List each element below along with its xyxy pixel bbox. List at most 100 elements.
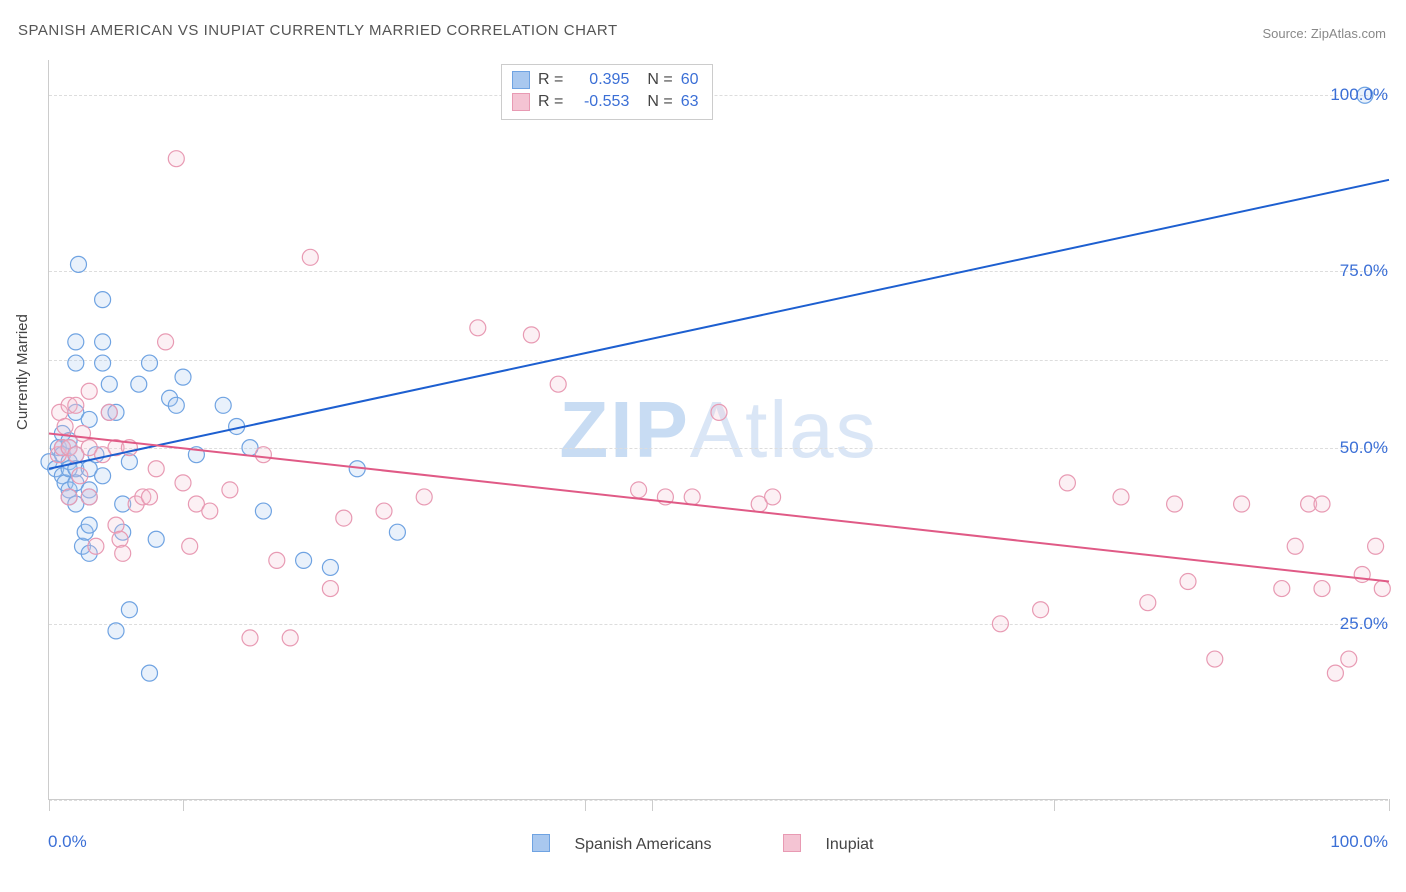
data-point [68,334,84,350]
data-point [148,531,164,547]
data-point [101,376,117,392]
data-point [70,256,86,272]
legend-row: R =-0.553N =63 [512,91,698,113]
data-point [57,418,73,434]
data-point [765,489,781,505]
data-point [1274,581,1290,597]
data-point [992,616,1008,632]
data-point [1374,581,1390,597]
x-tick [49,799,50,811]
data-point [131,376,147,392]
data-point [1180,574,1196,590]
data-point [1368,538,1384,554]
regression-line [49,434,1389,582]
data-point [255,447,271,463]
correlation-legend: R =0.395N =60R =-0.553N =63 [501,64,713,120]
x-tick [652,799,653,811]
data-point [1059,475,1075,491]
legend-R-value: -0.553 [571,91,629,113]
legend-R-label: R = [538,91,563,113]
plot-svg [49,60,1388,799]
data-point [255,503,271,519]
data-point [175,369,191,385]
x-tick [585,799,586,811]
data-point [88,538,104,554]
data-point [1113,489,1129,505]
data-point [95,468,111,484]
y-tick-label: 25.0% [1340,614,1388,634]
y-tick-label: 75.0% [1340,261,1388,281]
chart-title: SPANISH AMERICAN VS INUPIAT CURRENTLY MA… [18,22,618,39]
x-tick [183,799,184,811]
legend-item: Inupiat [765,836,891,853]
y-tick-label: 100.0% [1330,85,1388,105]
data-point [1327,665,1343,681]
data-point [242,630,258,646]
data-point [322,559,338,575]
gridline [49,800,1388,801]
legend-swatch-icon [512,71,530,89]
data-point [523,327,539,343]
data-point [711,404,727,420]
data-point [416,489,432,505]
data-point [81,383,97,399]
source-attribution: Source: ZipAtlas.com [1262,26,1386,41]
data-point [1287,538,1303,554]
legend-swatch-icon [532,834,550,852]
legend-item-label: Inupiat [825,836,873,853]
data-point [68,397,84,413]
data-point [550,376,566,392]
data-point [470,320,486,336]
data-point [101,404,117,420]
data-point [112,531,128,547]
legend-R-label: R = [538,69,563,91]
data-point [215,397,231,413]
data-point [108,623,124,639]
data-point [282,630,298,646]
data-point [1341,651,1357,667]
data-point [631,482,647,498]
regression-line [49,180,1389,469]
data-point [1140,595,1156,611]
data-point [108,517,124,533]
legend-N-value: 63 [681,91,699,113]
data-point [222,482,238,498]
data-point [115,545,131,561]
data-point [142,665,158,681]
data-point [376,503,392,519]
data-point [182,538,198,554]
data-point [1167,496,1183,512]
data-point [322,581,338,597]
series-legend: Spanish Americans Inupiat [0,834,1406,854]
data-point [72,468,88,484]
legend-item: Spanish Americans [514,836,729,853]
data-point [142,355,158,371]
data-point [81,489,97,505]
legend-item-label: Spanish Americans [574,836,711,853]
legend-swatch-icon [512,93,530,111]
data-point [95,355,111,371]
data-point [121,602,137,618]
data-point [1314,496,1330,512]
data-point [81,517,97,533]
data-point [95,292,111,308]
data-point [175,475,191,491]
data-point [61,489,77,505]
x-tick [1054,799,1055,811]
data-point [269,552,285,568]
legend-R-value: 0.395 [571,69,629,91]
data-point [68,355,84,371]
data-point [336,510,352,526]
data-point [1234,496,1250,512]
data-point [1207,651,1223,667]
legend-N-label: N = [647,69,672,91]
data-point [95,334,111,350]
data-point [296,552,312,568]
data-point [142,489,158,505]
data-point [302,249,318,265]
plot-area: ZIPAtlas R =0.395N =60R =-0.553N =63 [48,60,1388,800]
data-point [684,489,700,505]
legend-row: R =0.395N =60 [512,69,698,91]
data-point [1314,581,1330,597]
y-tick-label: 50.0% [1340,438,1388,458]
